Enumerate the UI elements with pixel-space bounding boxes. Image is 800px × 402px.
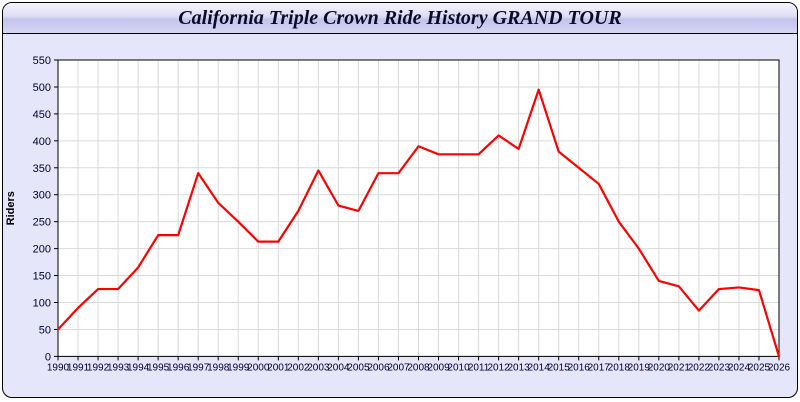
svg-text:100: 100: [33, 298, 51, 310]
svg-text:150: 150: [33, 271, 51, 283]
svg-text:450: 450: [33, 109, 51, 121]
svg-text:350: 350: [33, 163, 51, 175]
svg-text:Riders: Riders: [5, 191, 17, 225]
svg-text:400: 400: [33, 136, 51, 148]
svg-text:2026: 2026: [768, 362, 791, 373]
svg-text:250: 250: [33, 217, 51, 229]
svg-text:200: 200: [33, 244, 51, 256]
svg-text:2011: 2011: [468, 362, 490, 373]
svg-text:500: 500: [33, 82, 51, 94]
svg-text:50: 50: [39, 324, 51, 336]
svg-text:2010: 2010: [447, 362, 470, 373]
svg-text:550: 550: [33, 55, 51, 67]
svg-text:300: 300: [33, 190, 51, 202]
